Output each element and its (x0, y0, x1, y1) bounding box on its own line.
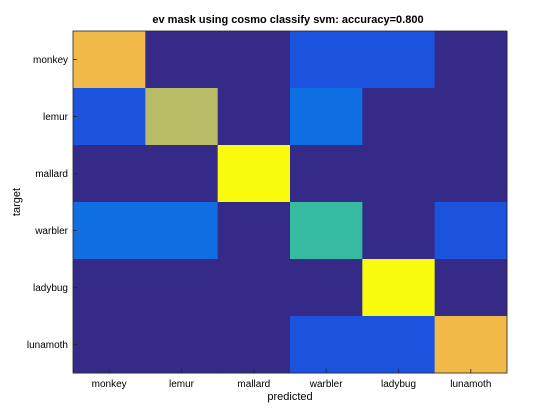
heatmap-cell-warbler-mallard (217, 202, 291, 260)
heatmap-cell-ladybug-mallard (217, 259, 291, 317)
heatmap-cell-mallard-mallard (217, 145, 291, 203)
heatmap-cell-monkey-lunamoth (434, 31, 508, 89)
y-tick-label: lemur (43, 112, 69, 123)
heatmap-cell-lunamoth-ladybug (362, 316, 436, 374)
heatmap-cell-monkey-monkey (73, 31, 146, 89)
x-tick-label: lemur (169, 379, 195, 390)
heatmap-cell-ladybug-ladybug (362, 259, 436, 317)
heatmap-cell-warbler-monkey (73, 202, 146, 260)
heatmap-cell-monkey-lemur (145, 31, 219, 89)
heatmap-cell-lemur-ladybug (362, 88, 436, 146)
heatmap-cell-mallard-ladybug (362, 145, 436, 203)
x-tick-label: monkey (92, 379, 127, 390)
y-tick-label: ladybug (33, 283, 68, 294)
heatmap-cell-lunamoth-monkey (73, 316, 146, 374)
heatmap-cell-monkey-ladybug (362, 31, 436, 89)
chart-title: ev mask using cosmo classify svm: accura… (152, 14, 423, 26)
heatmap-cell-lemur-mallard (217, 88, 291, 146)
heatmap-cell-warbler-warbler (290, 202, 363, 260)
heatmap-cell-mallard-monkey (73, 145, 146, 203)
heatmap-cell-lemur-lemur (145, 88, 219, 146)
y-tick-label: warbler (34, 226, 68, 237)
heatmap-cell-lemur-monkey (73, 88, 146, 146)
heatmap-cell-lunamoth-mallard (217, 316, 291, 374)
x-tick-label: mallard (237, 379, 270, 390)
x-axis-label: predicted (267, 391, 312, 403)
heatmap-cell-mallard-warbler (290, 145, 363, 203)
heatmap-cell-monkey-mallard (217, 31, 291, 89)
y-tick-label: monkey (33, 55, 68, 66)
heatmap-cell-warbler-lunamoth (434, 202, 508, 260)
y-tick-label: mallard (35, 169, 68, 180)
plot-frame (72, 30, 508, 374)
heatmap-cell-ladybug-warbler (290, 259, 363, 317)
heatmap-cell-ladybug-monkey (73, 259, 146, 317)
heatmap-cell-mallard-lunamoth (434, 145, 508, 203)
heatmap-cell-mallard-lemur (145, 145, 219, 203)
x-tick-label: warbler (309, 379, 343, 390)
heatmap-cell-lunamoth-warbler (290, 316, 363, 374)
y-axis-ticks: monkey lemur mallard warbler ladybug lunamoth (27, 55, 77, 351)
heatmap-cell-warbler-lemur (145, 202, 219, 260)
heatmap-cell-ladybug-lunamoth (434, 259, 508, 317)
y-axis-label: target (11, 188, 23, 216)
x-tick-label: lunamoth (450, 379, 491, 390)
heatmap-cell-ladybug-lemur (145, 259, 219, 317)
x-tick-label: ladybug (381, 379, 416, 390)
heatmap-cell-lemur-warbler (290, 88, 363, 146)
heatmap-cell-lunamoth-lemur (145, 316, 219, 374)
heatmap-cells (73, 31, 508, 374)
x-axis-ticks: monkey lemur mallard warbler ladybug lunamoth (92, 369, 491, 390)
y-tick-label: lunamoth (27, 340, 68, 351)
heatmap-cell-monkey-warbler (290, 31, 363, 89)
heatmap-cell-lunamoth-lunamoth (434, 316, 508, 374)
heatmap-cell-lemur-lunamoth (434, 88, 508, 146)
heatmap-cell-warbler-ladybug (362, 202, 436, 260)
